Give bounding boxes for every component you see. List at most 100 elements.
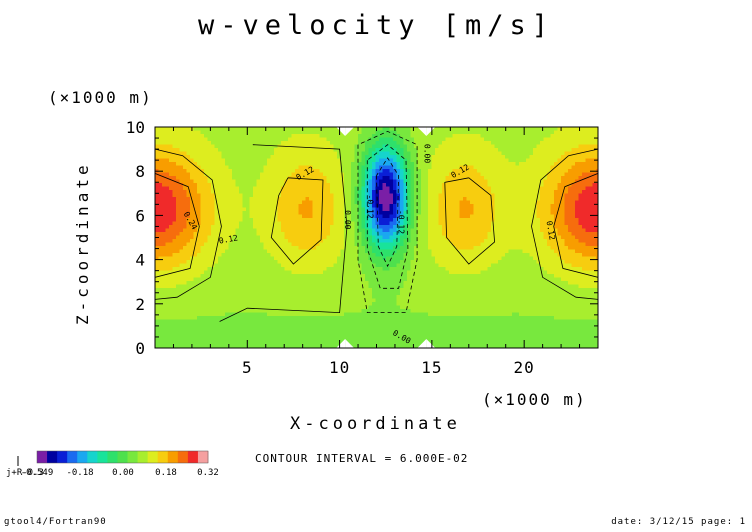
field-cell (393, 176, 398, 181)
field-cell (200, 218, 205, 223)
field-cell (442, 260, 447, 265)
field-cell (323, 253, 328, 258)
field-cell (235, 169, 240, 174)
field-cell (568, 253, 573, 258)
field-cell (183, 127, 188, 132)
field-cell (550, 232, 555, 237)
field-cell (193, 130, 198, 135)
field-cell (382, 155, 387, 160)
field-cell (169, 211, 174, 216)
field-cell (386, 137, 391, 142)
field-cell (540, 186, 545, 191)
field-cell (256, 221, 261, 226)
field-cell (347, 204, 352, 209)
field-cell (260, 211, 265, 216)
field-cell (452, 165, 457, 170)
field-cell (158, 204, 163, 209)
field-cell (155, 260, 160, 265)
field-cell (470, 162, 475, 167)
field-cell (515, 179, 520, 184)
field-cell (323, 176, 328, 181)
field-cell (578, 162, 583, 167)
field-cell (165, 239, 170, 244)
field-cell (358, 242, 363, 247)
field-cell (435, 169, 440, 174)
field-cell (295, 246, 300, 251)
field-cell (326, 137, 331, 142)
field-cell (533, 169, 538, 174)
field-cell (197, 176, 202, 181)
field-cell (372, 179, 377, 184)
field-cell (379, 235, 384, 240)
field-cell (480, 127, 485, 132)
field-cell (193, 253, 198, 258)
field-cell (274, 179, 279, 184)
field-cell (554, 228, 559, 233)
field-cell (358, 232, 363, 237)
field-cell (389, 221, 394, 226)
field-cell (400, 162, 405, 167)
field-cell (375, 141, 380, 146)
field-cell (183, 263, 188, 268)
field-cell (190, 162, 195, 167)
field-cell (491, 141, 496, 146)
field-cell (543, 148, 548, 153)
field-cell (417, 193, 422, 198)
field-cell (330, 221, 335, 226)
field-cell (330, 200, 335, 205)
field-cell (536, 249, 541, 254)
field-cell (557, 214, 562, 219)
field-cell (571, 260, 576, 265)
field-cell (239, 165, 244, 170)
field-cell (515, 134, 520, 139)
field-cell (512, 214, 517, 219)
field-cell (197, 235, 202, 240)
field-cell (291, 134, 296, 139)
field-cell (382, 204, 387, 209)
field-cell (494, 253, 499, 258)
field-cell (543, 256, 548, 261)
field-cell (193, 200, 198, 205)
field-cell (302, 162, 307, 167)
field-cell (176, 155, 181, 160)
field-cell (596, 218, 598, 223)
field-cell (410, 151, 415, 156)
field-cell (274, 249, 279, 254)
field-cell (221, 183, 226, 188)
field-cell (211, 193, 216, 198)
field-cell (288, 235, 293, 240)
field-cell (162, 183, 167, 188)
field-cell (260, 130, 265, 135)
field-cell (211, 190, 216, 195)
field-cell (333, 169, 338, 174)
field-cell (347, 193, 352, 198)
field-cell (172, 235, 177, 240)
field-cell (414, 162, 419, 167)
field-cell (239, 155, 244, 160)
field-cell (508, 256, 513, 261)
field-cell (162, 221, 167, 226)
field-cell (298, 256, 303, 261)
field-cell (291, 253, 296, 258)
field-cell (239, 162, 244, 167)
field-cell (403, 253, 408, 258)
field-cell (337, 183, 342, 188)
field-cell (281, 134, 286, 139)
field-cell (253, 200, 258, 205)
field-cell (547, 246, 552, 251)
field-cell (316, 218, 321, 223)
field-cell (193, 246, 198, 251)
field-cell (561, 162, 566, 167)
field-cell (211, 144, 216, 149)
field-cell (407, 179, 412, 184)
field-cell (312, 172, 317, 177)
field-cell (267, 239, 272, 244)
field-cell (260, 190, 265, 195)
field-cell (575, 130, 580, 135)
field-cell (438, 130, 443, 135)
field-cell (543, 200, 548, 205)
field-cell (347, 158, 352, 163)
field-cell (529, 162, 534, 167)
field-cell (235, 200, 240, 205)
field-cell (312, 256, 317, 261)
